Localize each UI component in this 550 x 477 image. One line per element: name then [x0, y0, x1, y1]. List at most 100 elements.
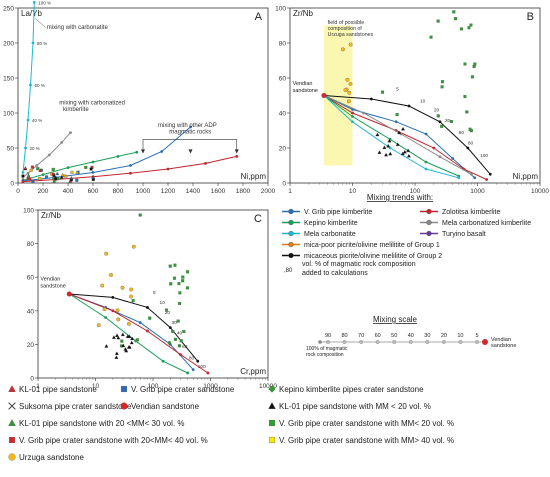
y-axis-label: La/Yb: [21, 9, 42, 18]
sample-point: [116, 335, 121, 340]
mix-percent-label: 20: [165, 310, 171, 316]
series-point: [432, 146, 436, 150]
series-point: [31, 41, 35, 45]
scale-right-label-2: sandstone: [491, 343, 516, 349]
sample-point: [440, 85, 444, 89]
sample-point: [164, 308, 168, 312]
mix-percent-label: 5: [153, 290, 156, 296]
sample-point: [104, 251, 109, 256]
mix-percent-label: 60: [459, 130, 465, 136]
series-point: [66, 166, 70, 170]
mix-percent-label: 60: [182, 344, 188, 350]
scale-number: 90: [325, 333, 331, 339]
series-point: [161, 359, 165, 363]
x-tick-label: 10000: [259, 383, 277, 390]
sample-legend-label: KL-01 pipe sandstone: [19, 385, 97, 394]
legend-label: Zolotitsa kimberlite: [442, 209, 500, 216]
sample-point: [472, 65, 476, 69]
plot-frame: [17, 7, 269, 184]
sample-point: [440, 80, 444, 84]
x-tick-label: 10: [349, 188, 357, 195]
sample-point: [104, 344, 109, 348]
sample-point: [459, 27, 463, 31]
mix-percent-label: 80: [468, 141, 474, 147]
legend-vol-example: ,80: [284, 268, 293, 274]
annotation-bracket: [142, 139, 238, 152]
scale-number: 60: [375, 333, 381, 339]
series-point: [116, 155, 120, 158]
scale-number: 5: [475, 333, 478, 339]
y-tick-label: 0: [282, 181, 286, 188]
series-point: [35, 164, 39, 167]
x-tick-label: 10000: [531, 188, 549, 195]
series-point: [146, 329, 149, 333]
annotation-vendian-2: sandstone: [40, 283, 65, 289]
series-line: [323, 95, 487, 180]
series-point: [29, 83, 32, 87]
sample-point: [126, 321, 131, 326]
scale-point: [425, 340, 430, 344]
series-point: [168, 326, 172, 329]
sample-point: [123, 347, 128, 351]
annotation-urzuga-field: Urzuga sandstones: [328, 32, 374, 38]
y-tick-label: 200: [3, 41, 14, 48]
scale-point: [375, 340, 380, 344]
sample-point: [55, 171, 60, 176]
mix-percent-label: 30: [172, 320, 178, 326]
sample-point: [346, 99, 351, 104]
sample-point: [463, 95, 467, 99]
sample-point: [176, 319, 180, 323]
legend-marker: [288, 241, 294, 248]
series-point: [424, 132, 428, 136]
panel-letter: B: [527, 11, 534, 23]
sample-point: [59, 175, 64, 179]
sample-point: [26, 173, 31, 177]
series-point: [21, 171, 25, 174]
y-tick-label: 0: [10, 181, 14, 188]
series-point: [129, 164, 132, 167]
series-point: [91, 160, 95, 164]
series-point: [351, 111, 354, 115]
sample-point: [127, 334, 132, 338]
mix-percent-label: 20 %: [30, 146, 40, 151]
series-point: [91, 171, 95, 174]
sample-point: [21, 174, 25, 178]
sample-point: [452, 10, 456, 14]
sample-point: [138, 213, 142, 217]
series-point: [485, 178, 489, 181]
legend-marker: [288, 230, 294, 237]
series-point: [457, 176, 461, 180]
vendian-point: [66, 291, 72, 297]
x-tick-label: 1800: [236, 188, 251, 195]
sample-point: [406, 153, 411, 158]
scale-number: 30: [424, 333, 430, 339]
x-tick-label: 1000: [136, 188, 151, 195]
y-tick-label: 20: [27, 342, 35, 349]
series-point: [160, 150, 164, 153]
sample-legend-marker: [8, 419, 16, 426]
mix-percent-label: 100: [198, 364, 206, 370]
sample-point: [38, 177, 42, 181]
series-line: [69, 293, 194, 370]
x-tick-label: 1200: [161, 188, 176, 195]
sample-legend-label: Suksoma pipe crater sandstone: [19, 402, 132, 411]
sample-point: [52, 179, 57, 183]
series-point: [351, 120, 354, 124]
series-point: [362, 111, 365, 115]
series-point: [135, 150, 139, 154]
sample-legend-marker: [268, 385, 276, 393]
sample-point: [100, 283, 105, 288]
sample-point: [89, 167, 93, 171]
series-line: [323, 95, 491, 175]
mix-percent-label: 80 %: [37, 41, 47, 46]
series-point: [146, 306, 149, 309]
annotation-vendian: Vendian: [40, 277, 60, 283]
sample-point: [148, 316, 152, 320]
scale-right-label: Vendian: [491, 337, 511, 343]
series-point: [60, 141, 64, 144]
scale-number: 50: [391, 333, 397, 339]
vendian-point: [321, 92, 327, 99]
y-tick-label: 250: [3, 6, 14, 13]
